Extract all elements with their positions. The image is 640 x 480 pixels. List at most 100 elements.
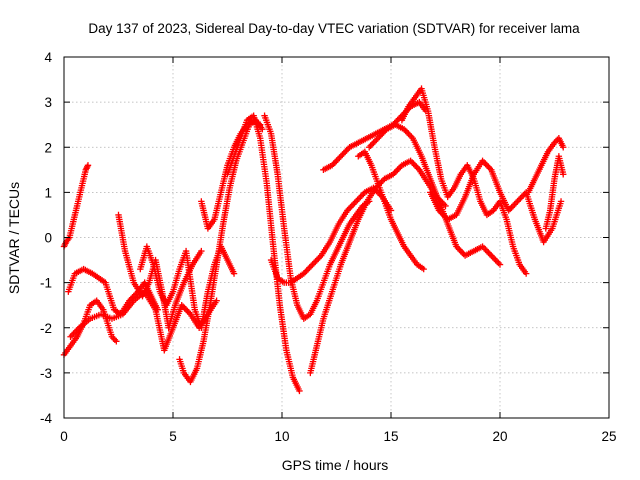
data-point-marker: [490, 255, 498, 262]
data-point-marker: [366, 144, 373, 151]
data-point-marker: [340, 150, 347, 157]
data-point-marker: [522, 270, 530, 277]
data-point-marker: [495, 259, 502, 267]
series-arc-9: [224, 112, 303, 395]
x-tick-label: 5: [169, 429, 177, 444]
chart-title: Day 137 of 2023, Sidereal Day-to-day VTE…: [88, 21, 580, 36]
data-point-marker: [331, 159, 339, 166]
data-point-marker: [351, 199, 358, 207]
data-point-marker: [347, 204, 354, 211]
data-point-marker: [560, 144, 567, 151]
data-point-marker: [514, 198, 521, 205]
y-tick-label: 3: [44, 95, 52, 110]
data-point-marker: [181, 304, 188, 312]
data-point-marker: [83, 165, 90, 172]
data-point-marker: [336, 154, 343, 161]
data-point-marker: [184, 308, 191, 315]
series-arc-16: [398, 85, 530, 277]
data-point-marker: [420, 265, 427, 273]
data-point-marker: [339, 151, 346, 158]
data-point-marker: [557, 198, 565, 205]
data-point-marker: [517, 195, 524, 202]
data-point-marker: [403, 129, 411, 136]
data-point-marker: [560, 171, 567, 178]
data-point-marker: [348, 202, 355, 210]
data-point-marker: [371, 138, 379, 145]
data-point-marker: [358, 192, 366, 199]
y-tick-label: 2: [44, 140, 52, 155]
data-point-marker: [337, 153, 345, 160]
x-tick-label: 25: [601, 429, 616, 444]
data-point-marker: [306, 264, 313, 271]
data-point-marker: [342, 148, 349, 155]
data-point-marker: [334, 156, 342, 163]
data-point-marker: [352, 198, 360, 205]
data-point-marker: [296, 387, 303, 395]
data-point-marker: [357, 193, 364, 201]
grid-lines: [64, 57, 609, 418]
data-point-marker: [489, 253, 496, 261]
x-tick-label: 15: [383, 429, 398, 444]
data-point-marker: [392, 168, 400, 175]
data-point-marker: [303, 267, 310, 274]
data-point-marker: [486, 250, 494, 258]
data-point-marker: [309, 261, 316, 268]
data-point-marker: [408, 159, 416, 166]
data-point-marker: [368, 141, 376, 148]
y-tick-label: -1: [40, 276, 52, 291]
tick-labels: 0 5 10 15 20 25 -4 -3 -2 -1 0 1 2 3 4: [40, 50, 617, 444]
data-point-marker: [310, 259, 318, 267]
data-point-marker: [405, 130, 412, 137]
data-point-marker: [111, 336, 119, 343]
data-point-marker: [480, 244, 488, 252]
y-axis-label: SDTVAR / TECUs: [6, 182, 22, 294]
y-tick-label: -3: [40, 366, 52, 381]
data-point-marker: [512, 199, 520, 207]
data-point-marker: [312, 258, 319, 265]
data-point-marker: [485, 163, 492, 171]
data-point-marker: [213, 297, 220, 304]
data-point-marker: [313, 256, 321, 264]
data-point-marker: [350, 201, 357, 208]
y-tick-label: 0: [44, 231, 52, 246]
data-point-marker: [483, 247, 491, 255]
data-point-marker: [411, 162, 419, 169]
data-point-marker: [230, 270, 238, 277]
series-arc-14: [355, 148, 427, 273]
data-point-marker: [367, 142, 374, 149]
data-point-marker: [354, 196, 361, 204]
x-tick-label: 20: [492, 429, 507, 444]
x-tick-label: 0: [60, 429, 68, 444]
data-point-marker: [520, 192, 527, 199]
data-point-marker: [508, 204, 515, 211]
data-point-marker: [198, 247, 205, 255]
y-tick-label: 1: [44, 185, 52, 200]
series-arc-7: [176, 116, 266, 386]
data-point-marker: [315, 255, 322, 262]
data-point-marker: [304, 265, 312, 273]
data-point-marker: [113, 338, 120, 345]
data-point-marker: [511, 201, 518, 208]
data-point-marker: [456, 246, 463, 253]
x-tick-label: 10: [274, 429, 289, 444]
series-arc-18: [525, 135, 567, 196]
data-point-marker: [483, 162, 491, 169]
y-tick-label: -2: [40, 321, 52, 336]
data-point-marker: [488, 252, 495, 259]
series-arc-19: [542, 153, 567, 232]
data-point-marker: [496, 261, 504, 268]
data-point-marker: [395, 165, 403, 172]
data-point-marker: [406, 132, 414, 139]
data-point-marker: [492, 256, 499, 264]
data-point-marker: [482, 160, 489, 167]
data-point-marker: [307, 262, 315, 270]
data-point-marker: [413, 163, 420, 171]
data-point-marker: [370, 139, 377, 146]
series-arc-10: [261, 112, 373, 322]
data-point-marker: [485, 249, 492, 256]
series-arc-6: [137, 243, 238, 331]
data-point-marker: [333, 157, 340, 164]
x-axis-label: GPS time / hours: [282, 457, 389, 473]
axis-ticks: [63, 56, 610, 419]
series-arc-17: [427, 157, 565, 246]
